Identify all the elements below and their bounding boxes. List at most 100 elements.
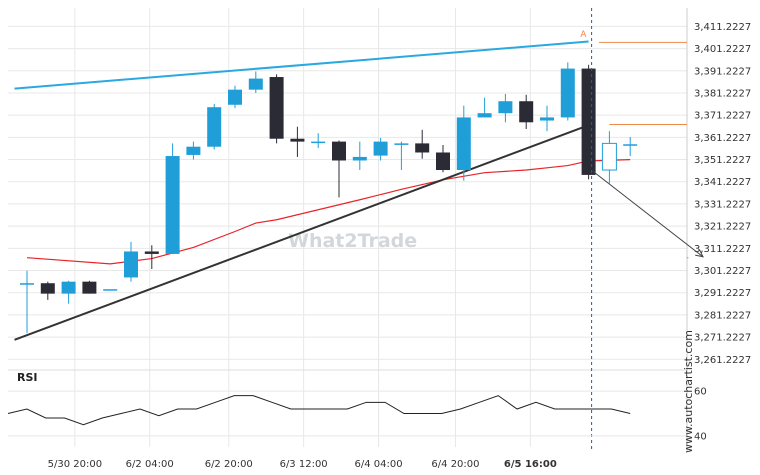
price-tick-label: 3,321.2227 bbox=[694, 222, 751, 233]
price-tick-label: 3,291.2227 bbox=[694, 288, 751, 299]
candle bbox=[519, 94, 534, 129]
candle bbox=[623, 136, 638, 157]
candle-body bbox=[394, 143, 409, 145]
candle-body bbox=[477, 113, 492, 118]
watermark-group: What2Trade bbox=[288, 230, 417, 252]
pattern-marker: A bbox=[580, 30, 587, 40]
candle bbox=[248, 71, 263, 94]
price-tick-label: 3,301.2227 bbox=[694, 266, 751, 277]
time-axis: 5/30 20:00 6/2 04:00 6/2 20:00 6/3 12:00 6/4… bbox=[48, 459, 557, 470]
candle bbox=[40, 281, 55, 300]
time-tick-label: 6/5 16:00 bbox=[504, 459, 557, 470]
price-tick-label: 3,371.2227 bbox=[694, 111, 751, 122]
signal-annotations: A bbox=[580, 8, 704, 452]
candle bbox=[144, 245, 159, 270]
candle-body bbox=[124, 251, 138, 278]
candle bbox=[165, 143, 180, 254]
time-tick-label: 6/2 04:00 bbox=[126, 459, 174, 470]
candle bbox=[290, 126, 305, 157]
price-tick-label: 3,281.2227 bbox=[694, 310, 751, 321]
time-tick-label: 6/4 04:00 bbox=[354, 459, 402, 470]
candles bbox=[20, 62, 638, 334]
candle-body bbox=[601, 142, 617, 171]
candle-body bbox=[415, 143, 430, 153]
price-tick-label: 3,391.2227 bbox=[694, 66, 751, 77]
candle bbox=[269, 74, 284, 144]
price-tick-label: 3,381.2227 bbox=[694, 88, 751, 99]
price-tick-label: 3,341.2227 bbox=[694, 177, 751, 188]
candle bbox=[436, 144, 450, 173]
candle-body bbox=[165, 156, 180, 254]
candle-body bbox=[498, 101, 513, 114]
candle-body bbox=[311, 141, 326, 144]
candle bbox=[124, 241, 138, 282]
rsi-panel: RSI 60 40 bbox=[7, 371, 707, 442]
candle bbox=[477, 97, 492, 118]
price-axis: 3,411.2227 3,401.2227 3,391.2227 3,381.2227… bbox=[694, 22, 751, 366]
candle-body bbox=[436, 152, 450, 171]
time-tick-label: 6/4 20:00 bbox=[431, 459, 479, 470]
candle-body bbox=[623, 144, 638, 146]
candle bbox=[186, 141, 201, 160]
candle-body bbox=[519, 101, 534, 123]
rsi-tick-label: 60 bbox=[694, 387, 707, 398]
candle bbox=[352, 141, 367, 171]
candle bbox=[415, 129, 430, 159]
support-trend-line bbox=[14, 124, 589, 341]
candle bbox=[82, 280, 97, 294]
candle bbox=[498, 93, 513, 123]
forecast-arrow-head bbox=[695, 249, 704, 258]
candle-body bbox=[248, 78, 263, 90]
autochartist-credit: www.autochartist.com bbox=[682, 330, 695, 453]
candle-body bbox=[61, 281, 76, 294]
time-tick-label: 6/3 12:00 bbox=[280, 459, 328, 470]
candle bbox=[332, 140, 346, 198]
trend-lines bbox=[14, 40, 589, 341]
candle bbox=[394, 141, 409, 171]
candle bbox=[207, 103, 222, 150]
rsi-tick-label: 40 bbox=[694, 431, 707, 442]
candle bbox=[581, 64, 596, 180]
candle bbox=[560, 62, 575, 121]
forecast-arrow-line bbox=[592, 170, 704, 258]
resistance-trend-line bbox=[14, 40, 589, 90]
price-tick-label: 3,261.2227 bbox=[694, 355, 751, 366]
candle-body bbox=[20, 283, 34, 285]
candle-body bbox=[269, 77, 284, 139]
candle bbox=[228, 85, 242, 109]
candle bbox=[373, 137, 388, 161]
candle-body bbox=[103, 289, 118, 291]
candle-body bbox=[290, 138, 305, 142]
price-tick-label: 3,331.2227 bbox=[694, 199, 751, 210]
time-tick-label: 6/2 20:00 bbox=[205, 459, 253, 470]
rsi-title: RSI bbox=[17, 371, 38, 384]
price-tick-label: 3,401.2227 bbox=[694, 44, 751, 55]
candle-body bbox=[373, 141, 388, 156]
candle-body bbox=[186, 146, 201, 155]
price-tick-label: 3,351.2227 bbox=[694, 155, 751, 166]
rsi-line bbox=[7, 395, 631, 426]
candle bbox=[20, 270, 34, 334]
candle bbox=[456, 105, 471, 181]
candle bbox=[540, 105, 554, 132]
candle-body bbox=[82, 281, 97, 294]
price-tick-label: 3,271.2227 bbox=[694, 333, 751, 344]
candle-body bbox=[40, 283, 55, 294]
candle-body bbox=[332, 141, 346, 161]
candle-body bbox=[207, 107, 222, 147]
candle bbox=[103, 289, 118, 291]
candle-body bbox=[228, 89, 242, 105]
level-lines bbox=[599, 41, 689, 259]
candle-body bbox=[581, 68, 596, 175]
time-tick-label: 5/30 20:00 bbox=[48, 459, 102, 470]
watermark: What2Trade bbox=[288, 230, 417, 252]
candle bbox=[61, 280, 76, 304]
price-tick-label: 3,411.2227 bbox=[694, 22, 751, 33]
grid bbox=[8, 8, 688, 452]
candle-body bbox=[144, 251, 159, 254]
price-tick-label: 3,311.2227 bbox=[694, 244, 751, 255]
candle bbox=[311, 133, 326, 149]
candle-body bbox=[352, 156, 367, 161]
